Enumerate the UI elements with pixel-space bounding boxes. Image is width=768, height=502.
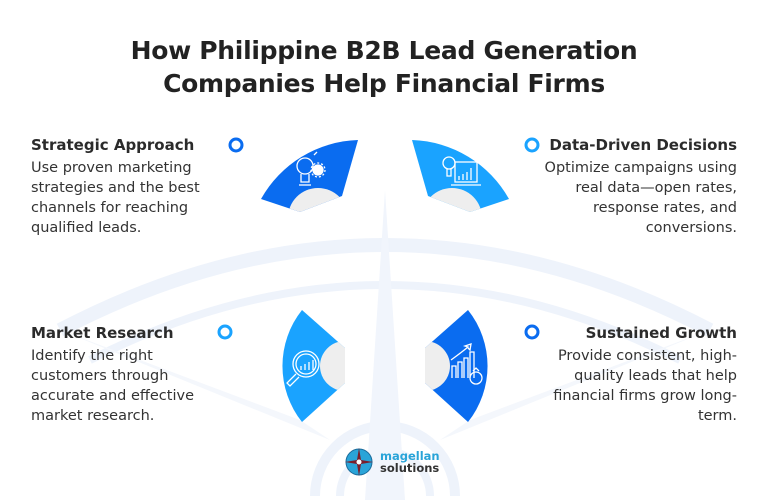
segment-data-driven <box>412 140 509 212</box>
item-data-driven: Data-Driven Decisions Optimize campaigns… <box>537 136 737 238</box>
item-strategic-approach: Strategic Approach Use proven marketing … <box>31 136 231 238</box>
item-heading: Strategic Approach <box>31 136 195 154</box>
gray-disc <box>425 341 450 391</box>
title-line-2: Companies Help Financial Firms <box>163 69 605 98</box>
item-market-research: Market Research Identify the right custo… <box>31 324 226 426</box>
magellan-logo: magellan solutions <box>344 447 440 477</box>
lightbulb-gear-icon <box>292 149 326 186</box>
item-heading: Sustained Growth <box>585 324 737 342</box>
item-body: Optimize campaigns using real data—open … <box>544 160 737 236</box>
magnifier-chart-icon <box>286 350 320 387</box>
item-heading: Data-Driven Decisions <box>549 136 737 154</box>
gray-disc <box>288 188 348 212</box>
item-body: Provide consistent, high-quality leads t… <box>553 348 737 424</box>
title-line-1: How Philippine B2B Lead Generation <box>130 36 638 65</box>
compass-watermark <box>56 190 714 500</box>
item-sustained-growth: Sustained Growth Provide consistent, hig… <box>542 324 737 426</box>
gray-disc <box>422 188 482 212</box>
page-title: How Philippine B2B Lead Generation Compa… <box>0 34 768 100</box>
sector-shape <box>282 310 345 422</box>
segment-strategic-approach <box>261 140 358 212</box>
item-body: Identify the right customers through acc… <box>31 348 194 424</box>
growth-chart-money-bag-icon <box>450 343 483 385</box>
ring-markers <box>217 137 540 340</box>
logo-line-1: magellan <box>380 449 440 463</box>
segment-sustained-growth <box>425 310 488 422</box>
compass-logo-icon <box>345 448 373 476</box>
gray-disc <box>320 341 345 391</box>
lightbulb-laptop-chart-icon <box>442 156 481 186</box>
segment-market-research <box>282 310 345 422</box>
item-body: Use proven marketing strategies and the … <box>31 160 200 236</box>
logo-line-2: solutions <box>380 461 440 475</box>
item-heading: Market Research <box>31 324 174 342</box>
